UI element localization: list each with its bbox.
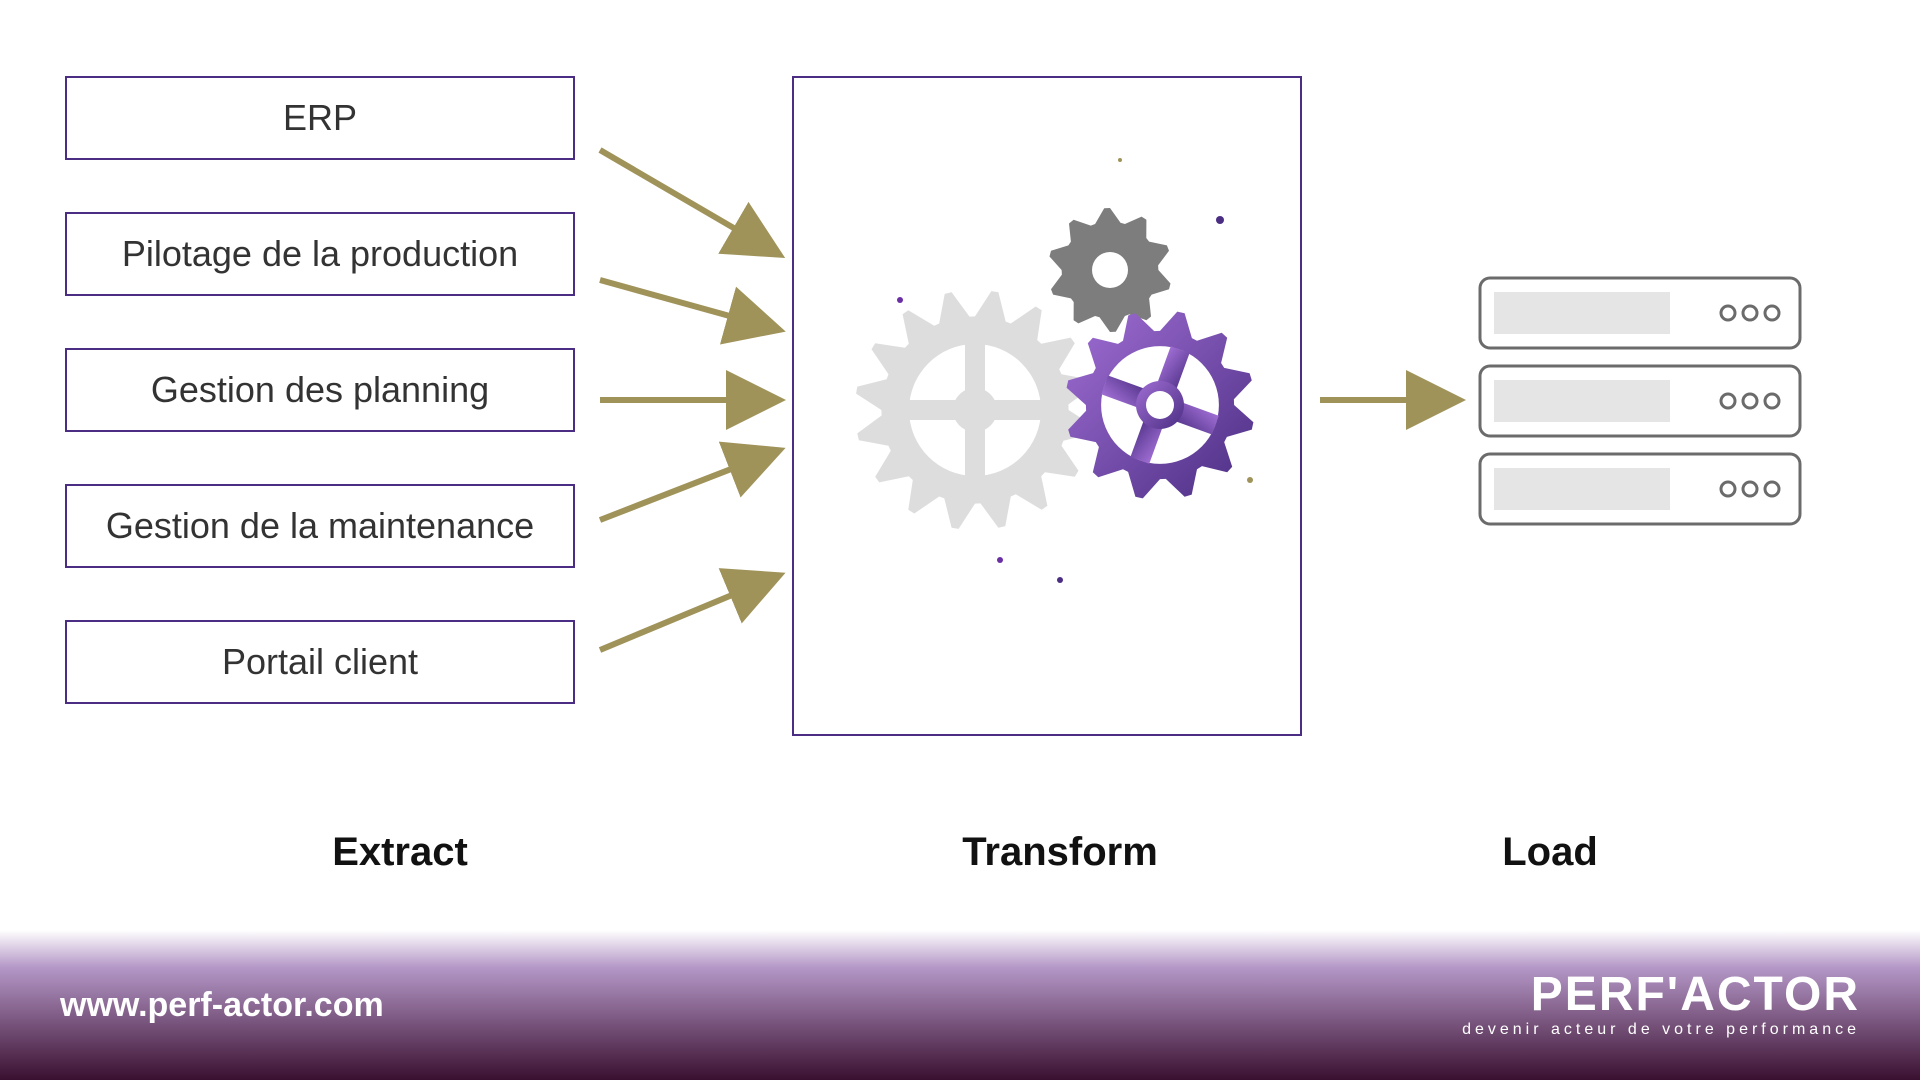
extract-source-box: Portail client bbox=[65, 620, 575, 704]
brand-logo-text: PERF'ACTOR bbox=[1462, 971, 1860, 1019]
transform-label: Transform bbox=[910, 830, 1210, 875]
extract-label: Extract bbox=[275, 830, 525, 875]
load-label: Load bbox=[1450, 830, 1650, 875]
extract-source-box: Pilotage de la production bbox=[65, 212, 575, 296]
footer: www.perf-actor.com PERF'ACTOR devenir ac… bbox=[0, 930, 1920, 1080]
extract-source-box: Gestion des planning bbox=[65, 348, 575, 432]
footer-url: www.perf-actor.com bbox=[60, 986, 384, 1025]
etl-diagram: ERP Pilotage de la production Gestion des … bbox=[0, 0, 1920, 1080]
extract-source-box: ERP bbox=[65, 76, 575, 160]
extract-source-box: Gestion de la maintenance bbox=[65, 484, 575, 568]
brand-tagline: devenir acteur de votre performance bbox=[1462, 1021, 1860, 1039]
footer-brand: PERF'ACTOR devenir acteur de votre perfo… bbox=[1462, 971, 1860, 1039]
transform-container bbox=[792, 76, 1302, 736]
